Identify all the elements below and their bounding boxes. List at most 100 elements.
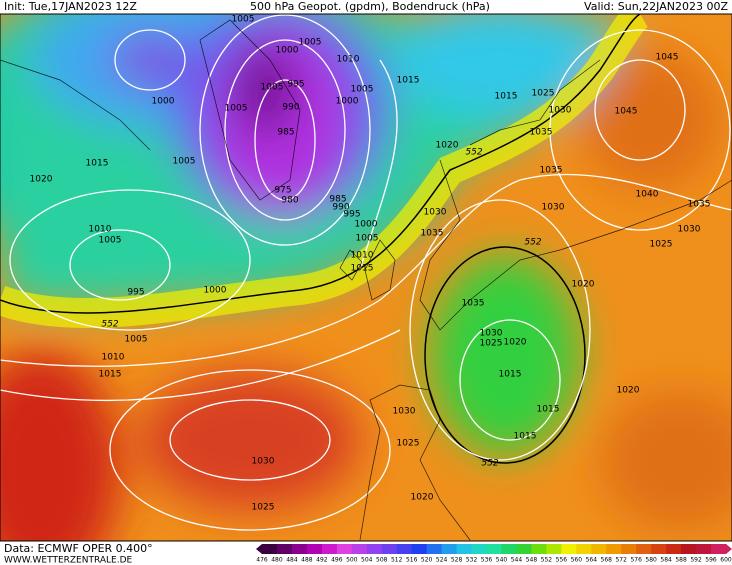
height-label: 552 [524,238,541,248]
isobar-label: 1025 [252,503,275,513]
isobar-label: 1020 [504,338,527,348]
colorbar-swatch [396,544,413,554]
isobar-label: 1030 [480,329,503,339]
colorbar-label: 488 [301,557,313,564]
isobar-label: 1025 [532,89,555,99]
isobar-label: 1005 [125,335,148,345]
colorbar-label: 556 [556,557,568,564]
isobar-label: 1025 [480,339,503,349]
colorbar-label: 480 [271,557,283,564]
colorbar-label: 504 [361,557,373,564]
isobar-label: 980 [281,196,298,206]
colorbar-swatch [636,544,652,554]
isobar-label: 1005 [232,15,255,25]
isobar-label: 1015 [351,264,374,274]
isobar-label: 1010 [337,55,360,65]
colorbar-label: 600 [720,557,732,564]
map-title: 500 hPa Geopot. (gpdm), Bodendruck (hPa) [250,0,490,13]
colorbar-swatch [576,544,592,554]
isobar-label: 1030 [393,407,416,417]
isobar-label: 1000 [336,97,359,107]
colorbar-label: 572 [615,557,627,564]
colorbar-label: 584 [660,557,672,564]
colorbar-label: 576 [630,557,642,564]
isobar-label: 990 [332,203,349,213]
isobar-label: 1015 [537,405,560,415]
isobar-label: 1015 [86,159,109,169]
isobar-label: 1000 [204,286,227,296]
colorbar: 476 480 484 488 492 496 500 504 508 512 516 520 524 5… [256,544,732,564]
isobar-label: 1020 [572,280,595,290]
colorbar-swatch [486,544,502,554]
colorbar-swatch [291,544,308,554]
colorbar-label: 552 [541,557,553,564]
colorbar-label: 568 [601,557,613,564]
colorbar-swatch [651,544,667,554]
isobar-label: 1005 [351,85,374,95]
colorbar-label: 548 [526,557,538,564]
colorbar-swatch [546,544,562,554]
colorbar-swatch [681,544,697,554]
colorbar-swatch [336,544,353,554]
isobar-label: 1035 [462,299,485,309]
colorbar-label: 540 [496,557,508,564]
isobar-label: 990 [282,103,299,113]
colorbar-label: 596 [705,557,717,564]
isobar-label: 1020 [411,493,434,503]
colorbar-swatch [306,544,323,554]
colorbar-swatch [381,544,398,554]
data-source: Data: ECMWF OPER 0.400° [4,542,153,555]
colorbar-label: 508 [376,557,388,564]
height-label: 552 [465,148,482,158]
colorbar-label: 512 [391,557,403,564]
height-label: 552 [481,459,498,469]
isobar-label: 995 [127,288,144,298]
colorbar-swatch [351,544,368,554]
colorbar-swatch [471,544,488,554]
isobar-label: 1045 [656,53,679,63]
colorbar-swatch [621,544,637,554]
isobar-label: 1025 [397,439,420,449]
isobar-label: 985 [277,128,294,138]
isobar-label: 1030 [678,225,701,235]
colorbar-swatch [591,544,607,554]
colorbar-swatch [441,544,458,554]
isobar-label: 1015 [499,370,522,380]
isobar-label: 1040 [636,190,659,200]
isobar-label: 1015 [514,432,537,442]
colorbar-swatch [516,544,532,554]
isobar-label: 1010 [351,251,374,261]
colorbar-label: 516 [406,557,418,564]
colorbar-swatch [276,544,293,554]
colorbar-swatch [321,544,338,554]
colorbar-label: 588 [675,557,687,564]
colorbar-swatch [561,544,577,554]
isobar-label: 1020 [436,141,459,151]
colorbar-swatch [606,544,622,554]
colorbar-label: 560 [571,557,583,564]
colorbar-swatch [411,544,428,554]
isobar-label: 1025 [650,240,673,250]
valid-time: Valid: Sun,22JAN2023 00Z [584,0,728,13]
isobar-label: 1020 [30,175,53,185]
height-label: 552 [101,320,118,330]
colorbar-swatch [366,544,383,554]
isobar-label: 995 [287,80,304,90]
isobar-label: 1005 [299,38,322,48]
isobar-label: 1005 [356,234,379,244]
isobar-label: 1030 [424,208,447,218]
isobar-label: 1005 [99,236,122,246]
colorbar-swatch [531,544,547,554]
colorbar-label: 492 [316,557,328,564]
isobar-label: 995 [343,210,360,220]
colorbar-label: 520 [421,557,433,564]
isobar-label: 1000 [152,97,175,107]
colorbar-swatch [666,544,682,554]
isobar-label: 1010 [102,353,125,363]
colorbar-label: 564 [586,557,598,564]
colorbar-swatch [696,544,712,554]
map-frame [0,13,732,542]
isobar-label: 1035 [688,200,711,210]
colorbar-swatch [711,544,727,554]
colorbar-label: 476 [256,557,268,564]
